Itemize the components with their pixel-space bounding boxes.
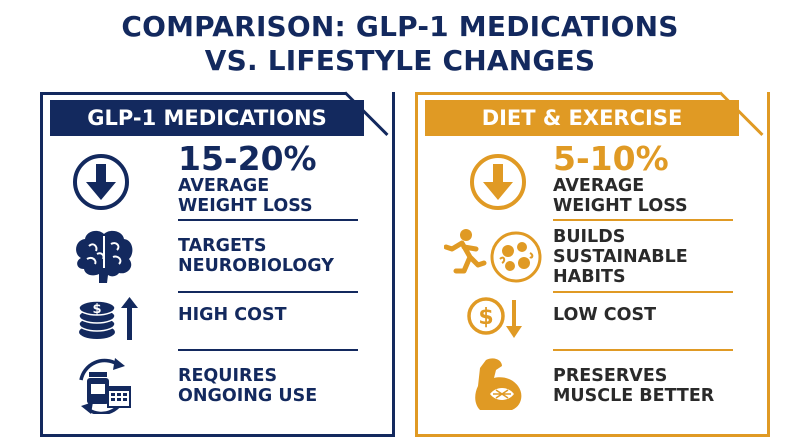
divider bbox=[178, 291, 358, 293]
dollar-down-arrow-icon: $ bbox=[467, 297, 522, 338]
diet-exercise-panel: DIET & EXERCISE 5-10% AVERAGE WEIGHT LOS… bbox=[415, 91, 770, 437]
down-arrow-circle-icon bbox=[73, 154, 129, 210]
diet-item-2-line-2: SUSTAINABLE bbox=[553, 247, 688, 267]
glp1-item-4-line-1: REQUIRES bbox=[178, 366, 278, 386]
diet-stat-value: 5-10% bbox=[553, 139, 669, 178]
diet-stat-label-1: AVERAGE bbox=[553, 176, 645, 196]
glp1-item-2-line-1: TARGETS bbox=[178, 236, 267, 256]
page-title: COMPARISON: GLP-1 MEDICATIONS VS. LIFEST… bbox=[0, 10, 800, 78]
down-arrow-circle-icon bbox=[470, 154, 526, 210]
divider bbox=[178, 349, 358, 351]
diet-item-3: LOW COST bbox=[553, 305, 657, 325]
panel-border-top bbox=[415, 92, 720, 95]
diet-exercise-header: DIET & EXERCISE bbox=[425, 100, 739, 136]
flexed-arm-icon bbox=[475, 358, 522, 410]
diet-item-2-line-3: HABITS bbox=[553, 267, 626, 287]
title-line-1: COMPARISON: GLP-1 MEDICATIONS bbox=[121, 10, 679, 43]
coins-up-arrow-icon: $ bbox=[78, 297, 138, 340]
divider bbox=[553, 291, 733, 293]
glp1-header: GLP-1 MEDICATIONS bbox=[50, 100, 364, 136]
glp1-item-3: HIGH COST bbox=[178, 305, 287, 325]
glp1-stat-value: 15-20% bbox=[178, 139, 317, 178]
runner-food-bowl-icon bbox=[444, 229, 542, 283]
glp1-stat-label-1: AVERAGE bbox=[178, 176, 270, 196]
svg-text:$: $ bbox=[92, 302, 101, 317]
svg-text:$: $ bbox=[478, 305, 493, 330]
glp1-item-4-line-2: ONGOING USE bbox=[178, 386, 318, 406]
pill-bottle-calendar-icon bbox=[79, 358, 131, 414]
diet-item-2-line-1: BUILDS bbox=[553, 227, 626, 247]
divider bbox=[178, 219, 358, 221]
panel-border-top bbox=[40, 92, 346, 95]
diet-item-4-line-2: MUSCLE BETTER bbox=[553, 386, 715, 406]
divider bbox=[553, 219, 733, 221]
glp1-stat-label-2: WEIGHT LOSS bbox=[178, 196, 313, 216]
brain-icon bbox=[76, 230, 133, 283]
diet-stat-label-2: WEIGHT LOSS bbox=[553, 196, 688, 216]
title-line-2: VS. LIFESTYLE CHANGES bbox=[204, 44, 596, 77]
glp1-item-2-line-2: NEUROBIOLOGY bbox=[178, 256, 334, 276]
diet-item-4-line-1: PRESERVES bbox=[553, 366, 668, 386]
glp1-panel: GLP-1 MEDICATIONS 15-20% AVERAGE WEIGHT … bbox=[40, 91, 395, 437]
divider bbox=[553, 349, 733, 351]
